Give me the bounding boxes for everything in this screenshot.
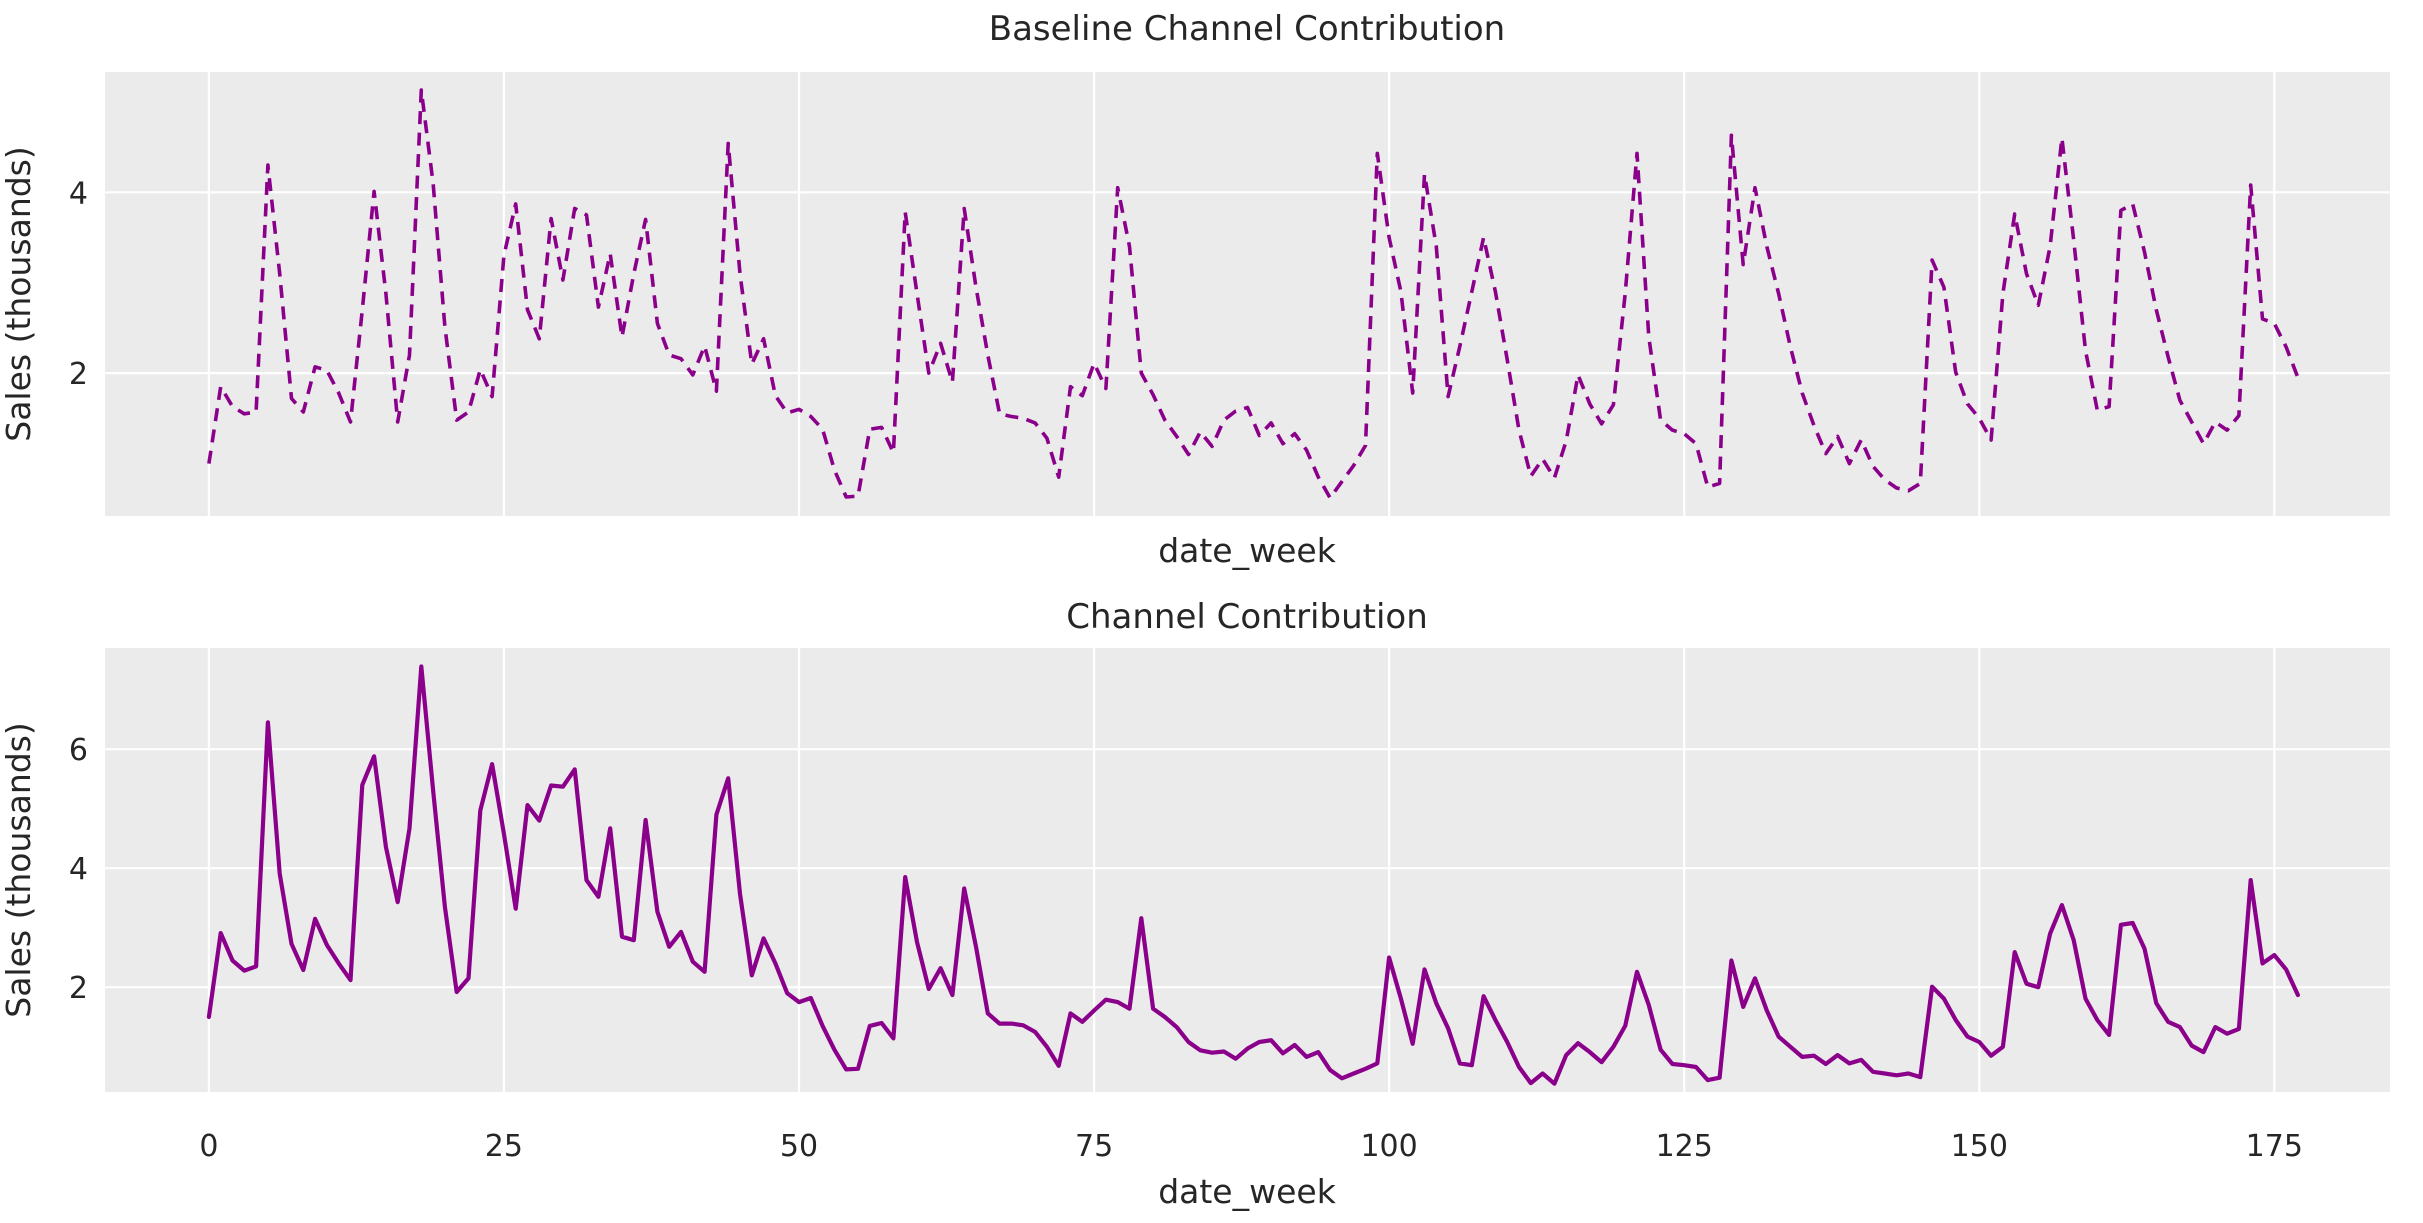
xtick-label: 100 [1360, 1129, 1417, 1164]
channel-chart-title: Channel Contribution [1066, 597, 1428, 637]
xtick-label: 25 [485, 1129, 523, 1164]
xtick-label: 50 [780, 1129, 818, 1164]
ytick-label: 2 [69, 357, 88, 392]
channel-ytick-labels: 2 4 6 [69, 733, 88, 1006]
channel-yaxis-label: Sales (thousands) [0, 722, 38, 1018]
baseline-series-line [207, 88, 2300, 500]
xtick-label: 125 [1656, 1129, 1713, 1164]
xtick-label: 0 [199, 1129, 218, 1164]
ytick-label: 2 [69, 971, 88, 1006]
baseline-plot-area [105, 72, 2390, 516]
baseline-gridlines [105, 72, 2390, 516]
baseline-xaxis-label: date_week [1158, 531, 1337, 570]
channel-xaxis-label: date_week [1158, 1172, 1337, 1211]
ytick-label: 6 [69, 733, 88, 768]
ytick-label: 4 [69, 852, 88, 887]
xtick-label: 150 [1951, 1129, 2008, 1164]
xtick-label: 175 [2246, 1129, 2303, 1164]
ytick-label: 4 [69, 176, 88, 211]
baseline-chart-title: Baseline Channel Contribution [989, 9, 1505, 49]
baseline-yaxis-label: Sales (thousands) [0, 146, 38, 442]
channel-plot-area [105, 648, 2390, 1092]
baseline-ytick-labels: 24 [69, 176, 88, 392]
channel-xtick-labels: 0 25 50 75 100 125 150 175 [199, 1129, 2303, 1164]
channel-series-line [206, 664, 2300, 1086]
baseline-chart: 24 Baseline Channel Contribution date_we… [0, 9, 2390, 570]
xtick-label: 75 [1075, 1129, 1113, 1164]
channel-chart: 2 4 6 0 25 50 75 100 125 150 175 Channel Contribu… [0, 597, 2390, 1211]
